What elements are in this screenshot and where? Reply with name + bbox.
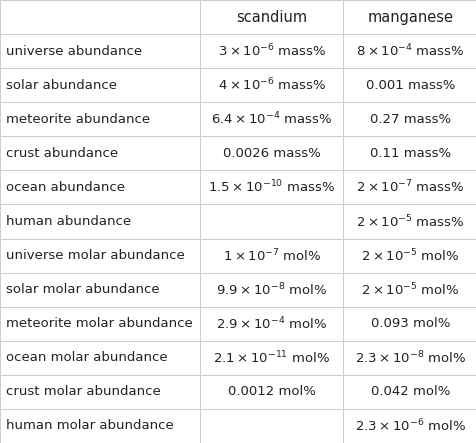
Bar	[0, 409, 200, 443]
Text: crust abundance: crust abundance	[6, 147, 118, 160]
Text: $2.3\times10^{-6}$ mol%: $2.3\times10^{-6}$ mol%	[354, 418, 465, 434]
Bar	[200, 68, 343, 102]
Bar	[200, 375, 343, 409]
Text: $2\times10^{-5}$ mass%: $2\times10^{-5}$ mass%	[355, 213, 464, 230]
Text: $1\times10^{-7}$ mol%: $1\times10^{-7}$ mol%	[222, 247, 320, 264]
Text: ocean abundance: ocean abundance	[6, 181, 124, 194]
Bar	[343, 238, 476, 272]
Text: 0.001 mass%: 0.001 mass%	[365, 79, 454, 92]
Text: $6.4\times10^{-4}$ mass%: $6.4\times10^{-4}$ mass%	[211, 111, 332, 128]
Bar	[343, 205, 476, 238]
Text: $2.9\times10^{-4}$ mol%: $2.9\times10^{-4}$ mol%	[216, 315, 327, 332]
Bar	[200, 238, 343, 272]
Bar	[200, 34, 343, 68]
Bar	[0, 307, 200, 341]
Text: universe abundance: universe abundance	[6, 45, 141, 58]
Text: 0.042 mol%: 0.042 mol%	[370, 385, 449, 398]
Text: meteorite molar abundance: meteorite molar abundance	[6, 317, 192, 330]
Bar	[0, 136, 200, 171]
Text: manganese: manganese	[367, 10, 452, 24]
Bar	[343, 341, 476, 375]
Text: solar molar abundance: solar molar abundance	[6, 283, 159, 296]
Bar	[200, 102, 343, 136]
Text: $1.5\times10^{-10}$ mass%: $1.5\times10^{-10}$ mass%	[208, 179, 335, 196]
Text: 0.0026 mass%: 0.0026 mass%	[223, 147, 320, 160]
Bar	[343, 272, 476, 307]
Bar	[200, 171, 343, 205]
Text: solar abundance: solar abundance	[6, 79, 117, 92]
Bar	[343, 136, 476, 171]
Text: $2\times10^{-7}$ mass%: $2\times10^{-7}$ mass%	[355, 179, 464, 196]
Bar	[0, 272, 200, 307]
Bar	[200, 136, 343, 171]
Bar	[343, 171, 476, 205]
Text: $2.1\times10^{-11}$ mol%: $2.1\times10^{-11}$ mol%	[213, 350, 330, 366]
Bar	[0, 205, 200, 238]
Bar	[0, 375, 200, 409]
Bar	[0, 68, 200, 102]
Text: universe molar abundance: universe molar abundance	[6, 249, 184, 262]
Bar	[343, 34, 476, 68]
Text: $4\times10^{-6}$ mass%: $4\times10^{-6}$ mass%	[217, 77, 326, 93]
Bar	[343, 375, 476, 409]
Bar	[343, 0, 476, 34]
Text: crust molar abundance: crust molar abundance	[6, 385, 160, 398]
Text: ocean molar abundance: ocean molar abundance	[6, 351, 167, 364]
Text: $2\times10^{-5}$ mol%: $2\times10^{-5}$ mol%	[360, 247, 458, 264]
Bar	[0, 102, 200, 136]
Bar	[0, 34, 200, 68]
Text: human abundance: human abundance	[6, 215, 130, 228]
Bar	[343, 102, 476, 136]
Text: 0.0012 mol%: 0.0012 mol%	[228, 385, 315, 398]
Bar	[200, 307, 343, 341]
Text: $2.3\times10^{-8}$ mol%: $2.3\times10^{-8}$ mol%	[354, 350, 465, 366]
Bar	[200, 205, 343, 238]
Text: scandium: scandium	[236, 10, 307, 24]
Text: 0.11 mass%: 0.11 mass%	[369, 147, 450, 160]
Text: 0.27 mass%: 0.27 mass%	[369, 113, 450, 126]
Text: $9.9\times10^{-8}$ mol%: $9.9\times10^{-8}$ mol%	[216, 281, 327, 298]
Bar	[0, 0, 200, 34]
Bar	[343, 307, 476, 341]
Bar	[200, 409, 343, 443]
Text: $2\times10^{-5}$ mol%: $2\times10^{-5}$ mol%	[360, 281, 458, 298]
Bar	[343, 68, 476, 102]
Text: $3\times10^{-6}$ mass%: $3\times10^{-6}$ mass%	[217, 43, 326, 59]
Text: 0.093 mol%: 0.093 mol%	[370, 317, 449, 330]
Bar	[0, 171, 200, 205]
Bar	[0, 238, 200, 272]
Bar	[200, 0, 343, 34]
Text: meteorite abundance: meteorite abundance	[6, 113, 149, 126]
Bar	[0, 341, 200, 375]
Bar	[200, 272, 343, 307]
Bar	[343, 409, 476, 443]
Text: $8\times10^{-4}$ mass%: $8\times10^{-4}$ mass%	[355, 43, 464, 59]
Bar	[200, 341, 343, 375]
Text: human molar abundance: human molar abundance	[6, 420, 173, 432]
